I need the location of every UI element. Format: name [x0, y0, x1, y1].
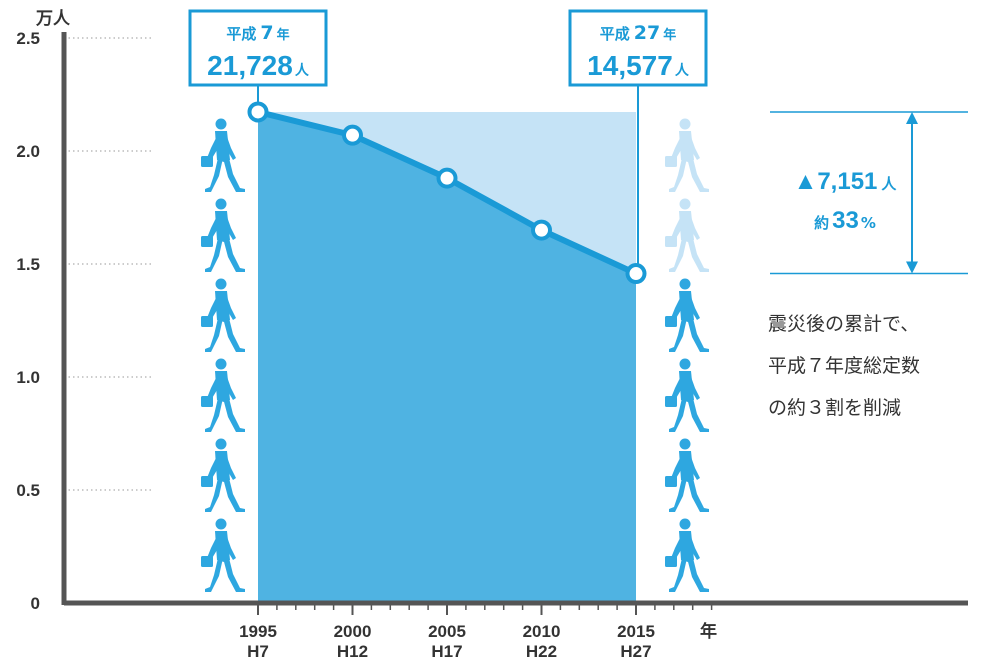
- x-tick-label-year: 2010: [523, 622, 561, 641]
- note-line-3: の約３割を削減: [768, 397, 901, 419]
- x-tick-label-era: H27: [620, 642, 651, 661]
- walking-person-icon: [201, 278, 245, 352]
- data-point-2015: [625, 263, 647, 285]
- callout-start-count: 21,728: [207, 50, 293, 81]
- data-point-1995: [247, 101, 269, 123]
- callout-start-era: 平成: [226, 25, 256, 43]
- callout-start-unit: 人: [295, 62, 310, 79]
- x-tick-label-year: 1995: [239, 622, 277, 641]
- y-tick-labels: 0 0.5 1.0 1.5 2.0 2.5: [16, 29, 40, 613]
- note-line-2: 平成７年度総定数: [768, 355, 920, 377]
- y-tick-label: 2.5: [16, 29, 40, 48]
- svg-text:平成7年: 平成 7 年: [226, 22, 289, 44]
- walking-person-icon: [665, 518, 709, 592]
- data-point-2010: [531, 219, 552, 241]
- callout-end-count: 14,577: [587, 50, 673, 81]
- y-tick-label: 0.5: [16, 481, 40, 500]
- callout-start-era-year: 7: [260, 22, 273, 44]
- walking-person-icon: [201, 518, 245, 592]
- walking-person-icon: [201, 118, 245, 192]
- y-tick-label: 1.5: [16, 255, 40, 274]
- y-tick-label: 0: [31, 594, 40, 613]
- callout-end-unit: 人: [675, 62, 690, 79]
- callout-end-year-suffix: 年: [663, 27, 676, 43]
- x-tick-label-era: H17: [431, 642, 462, 661]
- difference-bracket: [770, 111, 968, 275]
- y-tick-label: 2.0: [16, 142, 40, 161]
- difference-prefix: 約: [814, 214, 829, 232]
- x-tick-label-year: 2005: [428, 622, 466, 641]
- gridlines: [64, 37, 154, 491]
- walking-person-icon: [665, 198, 709, 272]
- walking-person-icon: [665, 118, 709, 192]
- difference-percent-sign: %: [861, 214, 876, 232]
- walking-person-icon: [201, 198, 245, 272]
- x-tick-label-year: 2000: [334, 622, 372, 641]
- walking-person-icon: [665, 278, 709, 352]
- x-tick-label-year: 2015: [617, 622, 655, 641]
- callout-start: 平成 7 年 21,728 人: [188, 9, 328, 87]
- walking-person-icon: [201, 358, 245, 432]
- difference-amount-text: ▲7,151 人: [794, 168, 898, 195]
- data-points: [247, 101, 647, 285]
- y-axis-unit: 万人: [35, 9, 71, 29]
- people-icons-2015: [665, 118, 709, 592]
- reduction-area: [258, 111, 636, 274]
- walking-person-icon: [201, 438, 245, 512]
- callout-start-year-suffix: 年: [277, 27, 290, 43]
- difference-amount: ▲7,151: [794, 168, 878, 195]
- data-point-2005: [436, 167, 458, 189]
- note-line-1: 震災後の累計で、: [768, 313, 919, 335]
- walking-person-icon: [665, 438, 709, 512]
- people-icons-1995: [201, 118, 245, 592]
- x-axis-unit: 年: [700, 621, 717, 642]
- walking-person-icon: [665, 358, 709, 432]
- x-minor-ticks: [276, 603, 713, 610]
- callout-end-era-year: 27: [634, 22, 660, 44]
- data-point-2000: [342, 124, 363, 146]
- difference-percent-text: 約 33%: [814, 207, 876, 234]
- callout-end-era: 平成: [600, 25, 630, 43]
- x-tick-label-era: H22: [526, 642, 557, 661]
- y-tick-label: 1.0: [16, 368, 40, 387]
- x-tick-label-era: H12: [337, 642, 368, 661]
- x-tick-label-era: H7: [247, 642, 269, 661]
- callout-end: 平成 27 年 14,577 人: [568, 9, 708, 87]
- difference-unit: 人: [881, 175, 897, 193]
- difference-percent: 33: [832, 207, 859, 234]
